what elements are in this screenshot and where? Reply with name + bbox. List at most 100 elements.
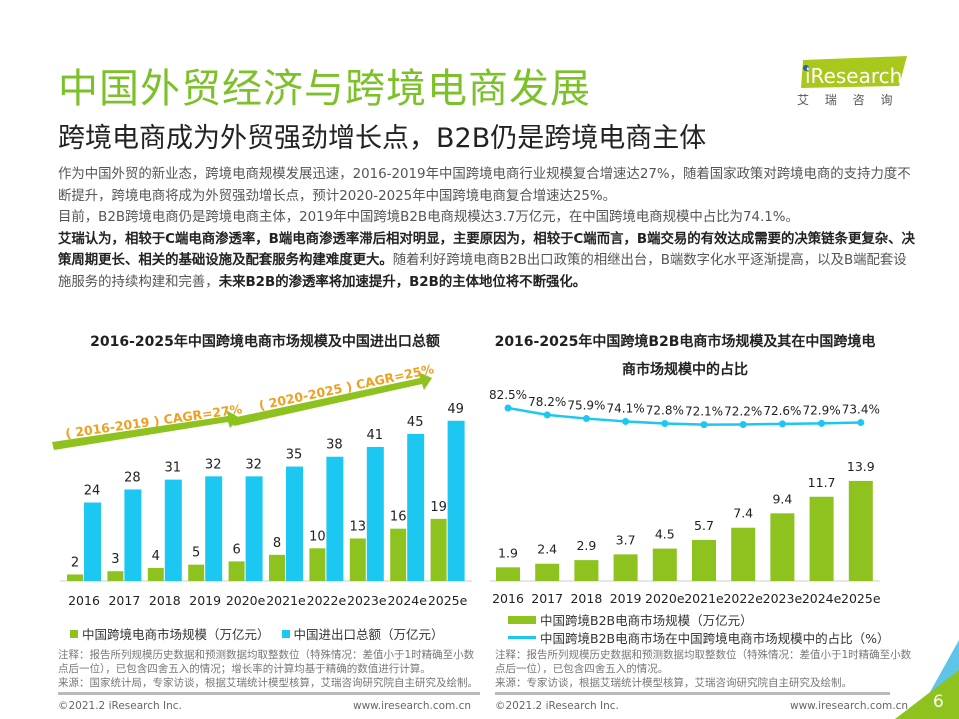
paragraph-segment: 随着利好跨境电商B2B出口政策的相继出台，B端数字化水平逐渐提高，以及B端配套设… bbox=[58, 253, 907, 290]
x-tick-label: 2022e bbox=[723, 591, 763, 606]
paragraph-segment: 艾瑞认为，相较于C端电商渗透率，B端电商渗透率滞后相对明显，主要原因为，相较于C… bbox=[58, 231, 915, 269]
bar-b2b bbox=[574, 560, 599, 581]
bar-ecommerce bbox=[228, 561, 245, 581]
bar-b2b bbox=[535, 563, 560, 581]
bar-label: 4.5 bbox=[655, 527, 675, 542]
legend-swatch-cyan bbox=[281, 629, 290, 638]
share-label: 73.4% bbox=[842, 403, 880, 417]
x-tick-label: 2018 bbox=[570, 591, 602, 606]
bar-trade bbox=[286, 466, 303, 581]
x-tick-label: 2025e bbox=[428, 593, 468, 608]
bar-label: 35 bbox=[286, 448, 303, 463]
share-label: 75.9% bbox=[567, 399, 605, 413]
right-legend-bar: 中国跨境B2B电商市场规模（万亿元） bbox=[508, 610, 753, 629]
bar-label: 32 bbox=[205, 457, 222, 472]
website: www.iresearch.com.cn bbox=[353, 700, 472, 712]
page-subtitle: 跨境电商成为外贸强劲增长点，B2B仍是跨境电商主体 bbox=[58, 123, 707, 154]
x-tick-label: 2021e bbox=[266, 593, 306, 608]
bar-label: 45 bbox=[407, 415, 424, 430]
right-legend-line: 中国跨境B2B电商市场在中国跨境电商市场规模中的占比（%） bbox=[508, 628, 889, 647]
source-text: 来源：专家访谈，根据艾瑞统计模型核算，艾瑞咨询研究院自主研究及绘制。 bbox=[495, 677, 852, 689]
bar-ecommerce bbox=[107, 571, 124, 581]
x-tick-label: 2018 bbox=[149, 593, 181, 608]
bar-label: 1.9 bbox=[498, 545, 518, 560]
share-point bbox=[661, 420, 669, 428]
x-tick-label: 2023e bbox=[347, 593, 387, 608]
left-chart-title: 2016-2025年中国跨境电商市场规模及中国进出口总额 bbox=[60, 328, 470, 356]
bar-b2b bbox=[613, 554, 638, 581]
bar-label: 32 bbox=[245, 457, 262, 472]
bar-trade bbox=[407, 433, 425, 581]
bar-b2b bbox=[692, 539, 716, 581]
bar-label: 13.9 bbox=[847, 459, 875, 474]
note-text: 注释：报告所列规模历史数据和预测数据均取整数位（特殊情况：差值小于1时精确至小数… bbox=[58, 649, 475, 675]
bar-label: 19 bbox=[430, 500, 447, 515]
bar-label: 31 bbox=[165, 461, 182, 476]
bar-label: 6 bbox=[232, 542, 240, 557]
share-point bbox=[700, 421, 708, 429]
bar-trade bbox=[447, 420, 465, 581]
bar-label: 24 bbox=[84, 484, 101, 499]
copyright: ©2021.2 iResearch Inc. bbox=[495, 700, 619, 712]
left-chart: 2 24 2016 3 28 2017 4 31 2018 5 32 2019 6 32 2020e 8 35 2… bbox=[52, 361, 472, 608]
left-legend: 中国跨境电商市场规模（万亿元） 中国进出口总额（万亿元） bbox=[70, 624, 444, 643]
divider bbox=[58, 692, 480, 695]
bar-label: 2.9 bbox=[576, 538, 596, 553]
x-tick-label: 2017 bbox=[108, 593, 140, 608]
bar-trade bbox=[84, 502, 101, 581]
paragraph-segment: 作为中国外贸的新业态，跨境电商规模发展迅速，2016-2019年中国跨境电商行业… bbox=[58, 167, 911, 204]
bar-ecommerce bbox=[147, 567, 164, 581]
right-note: 注释：报告所列规模历史数据和预测数据均取整数位（特殊情况：差值小于1时精确至小数… bbox=[495, 648, 915, 690]
bar-b2b bbox=[848, 480, 873, 581]
bar-label: 41 bbox=[367, 428, 384, 443]
bar-label: 16 bbox=[390, 510, 407, 525]
bar-label: 3 bbox=[111, 552, 119, 567]
bar-label: 3.7 bbox=[616, 532, 636, 547]
bar-label: 11.7 bbox=[808, 475, 836, 490]
bar-label: 2.4 bbox=[537, 542, 557, 557]
bar-label: 5 bbox=[192, 546, 200, 561]
share-label: 72.9% bbox=[803, 403, 841, 417]
bar-label: 7.4 bbox=[733, 506, 753, 521]
bar-ecommerce bbox=[269, 554, 285, 581]
copyright: ©2021.2 iResearch Inc. bbox=[58, 700, 182, 712]
x-tick-label: 2016 bbox=[68, 593, 100, 608]
right-chart: 1.9 2016 2.4 2017 2.9 2018 3.7 2019 4.5 2020e 5.7 2… bbox=[489, 388, 881, 606]
share-point bbox=[582, 415, 590, 423]
x-tick-label: 2020e bbox=[645, 591, 685, 606]
bar-b2b bbox=[731, 527, 756, 581]
bar-trade bbox=[124, 489, 142, 581]
x-tick-label: 2023e bbox=[763, 591, 803, 606]
bar-label: 5.7 bbox=[694, 518, 714, 533]
bar-trade bbox=[164, 479, 182, 581]
bar-label: 9.4 bbox=[772, 491, 792, 506]
bar-trade bbox=[245, 476, 263, 581]
x-tick-label: 2019 bbox=[189, 593, 221, 608]
bar-ecommerce bbox=[309, 548, 326, 581]
svg-text:iResearch: iResearch bbox=[805, 64, 902, 88]
bar-b2b bbox=[770, 513, 795, 581]
bar-ecommerce bbox=[430, 518, 447, 581]
paragraph-segment: 未来B2B的渗透率将加速提升，B2B的主体地位将不断强化。 bbox=[218, 274, 587, 290]
bar-label: 10 bbox=[309, 529, 326, 544]
share-point bbox=[778, 420, 786, 428]
bar-label: 4 bbox=[152, 549, 160, 564]
bar-label: 13 bbox=[350, 519, 367, 534]
legend-label: 中国跨境B2B电商市场规模（万亿元） bbox=[540, 613, 753, 628]
share-label: 78.2% bbox=[528, 395, 566, 409]
chart-title-text: 2016-2025年中国跨境电商市场规模及中国进出口总额 bbox=[90, 334, 440, 350]
legend-swatch-green bbox=[508, 615, 536, 624]
share-point bbox=[622, 417, 630, 425]
legend-swatch-green bbox=[70, 629, 78, 638]
x-tick-label: 2025e bbox=[841, 591, 881, 606]
share-point bbox=[504, 404, 512, 412]
share-label: 72.8% bbox=[646, 404, 684, 418]
cagr-arrow bbox=[52, 410, 240, 450]
legend-label: 中国跨境电商市场规模（万亿元） bbox=[82, 627, 270, 642]
share-label: 72.1% bbox=[685, 405, 723, 419]
bar-b2b bbox=[652, 548, 677, 581]
logo-cn: 艾 瑞 咨 询 bbox=[797, 93, 899, 107]
share-point bbox=[818, 419, 826, 427]
legend-label: 中国跨境B2B电商市场在中国跨境电商市场规模中的占比（%） bbox=[540, 631, 890, 646]
cagr-annotation: ( 2020-2025 ) CAGR=25% bbox=[258, 361, 436, 413]
